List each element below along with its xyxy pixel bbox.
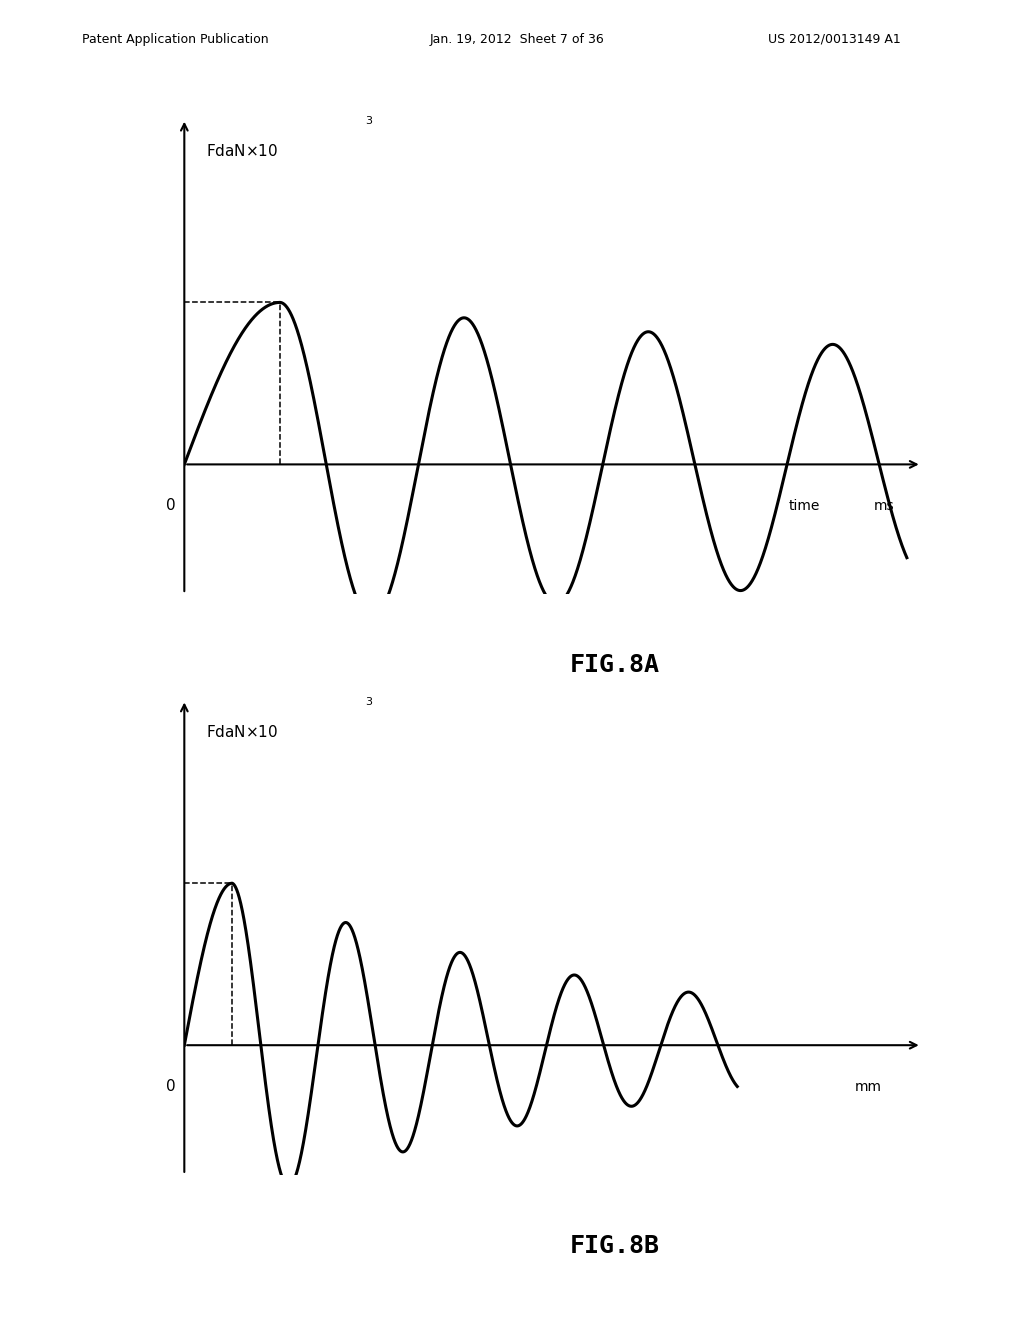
Text: 3: 3 xyxy=(365,697,372,708)
Text: 3: 3 xyxy=(365,116,372,127)
Text: mm: mm xyxy=(855,1080,883,1093)
Text: FdaN$\times$10: FdaN$\times$10 xyxy=(207,723,279,741)
Text: Jan. 19, 2012  Sheet 7 of 36: Jan. 19, 2012 Sheet 7 of 36 xyxy=(430,33,605,46)
Text: FdaN$\times$10: FdaN$\times$10 xyxy=(207,143,279,160)
Text: 0: 0 xyxy=(166,1078,176,1093)
Text: FIG.8A: FIG.8A xyxy=(569,653,659,677)
Text: US 2012/0013149 A1: US 2012/0013149 A1 xyxy=(768,33,901,46)
Text: ms: ms xyxy=(873,499,894,512)
Text: time: time xyxy=(788,499,820,512)
Text: 0: 0 xyxy=(166,498,176,512)
Text: Patent Application Publication: Patent Application Publication xyxy=(82,33,268,46)
Text: FIG.8B: FIG.8B xyxy=(569,1234,659,1258)
